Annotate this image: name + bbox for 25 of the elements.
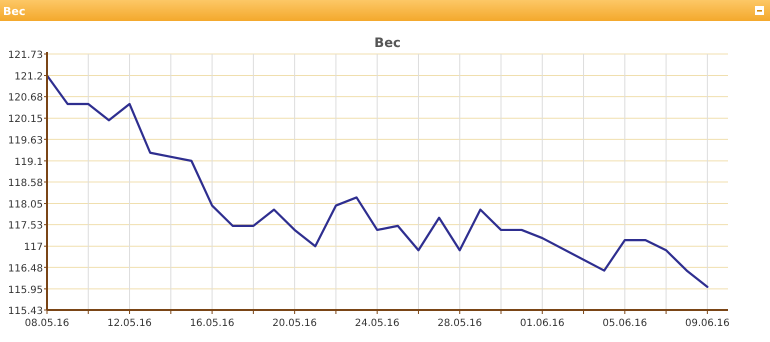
- y-tick-label: 121.2: [14, 72, 43, 83]
- x-tick-label: 12.05.16: [107, 318, 152, 329]
- x-tick-label: 05.06.16: [602, 318, 648, 329]
- x-tick-label: 28.05.16: [437, 318, 482, 329]
- y-tick-label: 115.95: [8, 284, 43, 296]
- y-tick-label: 117.53: [8, 220, 43, 232]
- y-tick-label: 118.58: [8, 178, 43, 189]
- chart-subtitle: Вес: [374, 36, 401, 51]
- x-tick-label: 20.05.16: [272, 318, 317, 329]
- x-tick-label: 01.06.16: [520, 318, 565, 329]
- y-tick-label: 115.43: [8, 306, 43, 317]
- y-tick-label: 120.68: [8, 92, 43, 104]
- y-tick-label: 120.15: [8, 114, 43, 126]
- y-tick-label: 119.63: [8, 135, 43, 146]
- y-tick-label: 119.1: [14, 156, 43, 168]
- x-tick-label: 16.05.16: [190, 318, 234, 329]
- y-tick-label: 117: [24, 242, 43, 254]
- y-tick-label: 118.05: [8, 200, 43, 211]
- y-tick-label: 121.73: [8, 50, 43, 61]
- x-tick-label: 09.06.16: [685, 318, 730, 329]
- x-tick-label: 24.05.16: [354, 318, 400, 329]
- chart-title: Вес: [3, 5, 26, 18]
- y-tick-label: 116.48: [8, 263, 43, 274]
- line-series: [46, 74, 708, 288]
- x-tick-label: 08.05.16: [24, 318, 70, 329]
